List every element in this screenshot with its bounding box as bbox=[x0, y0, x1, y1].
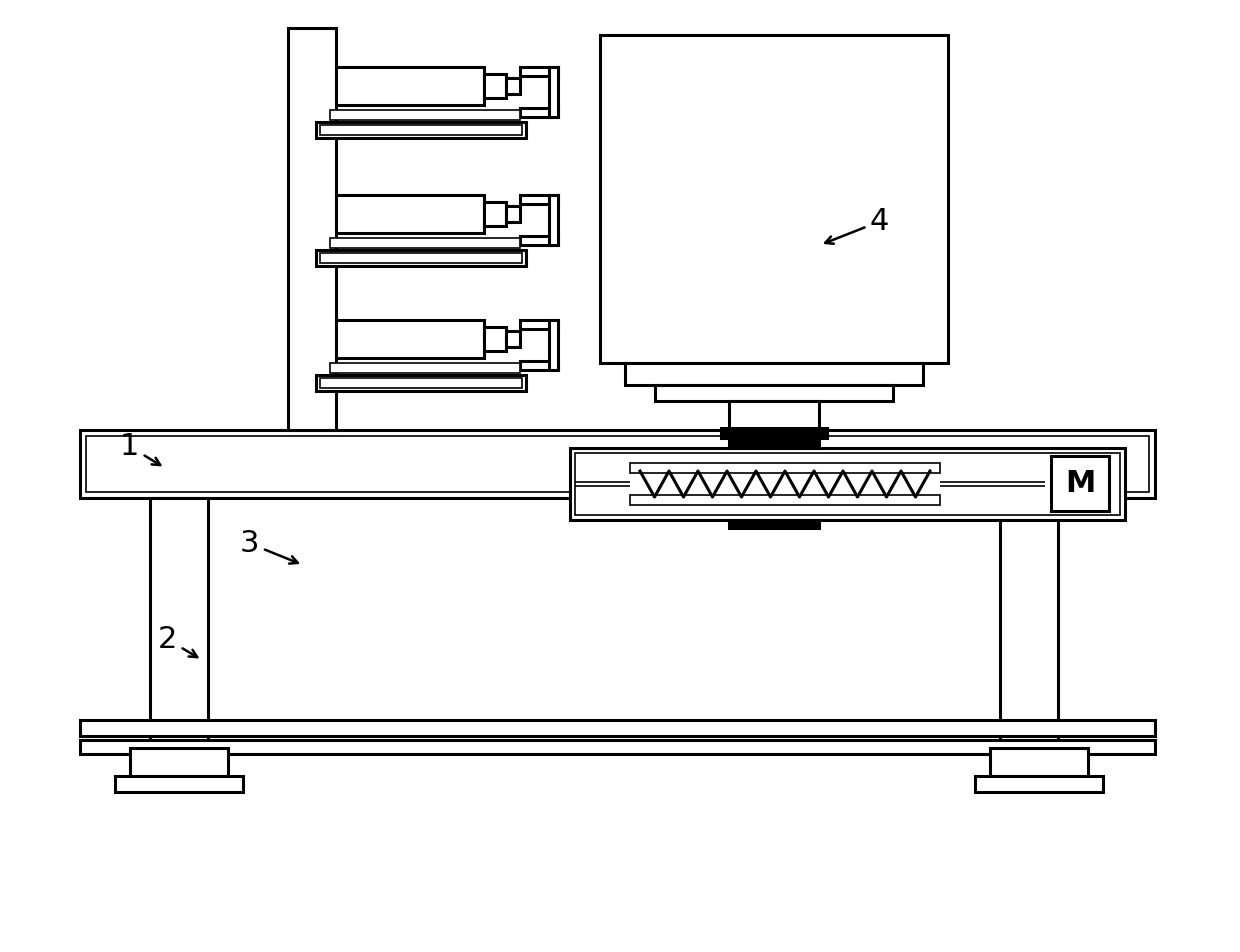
Bar bbox=[729, 520, 818, 528]
Bar bbox=[549, 67, 558, 117]
Bar bbox=[336, 67, 484, 105]
Bar bbox=[630, 495, 940, 505]
Bar bbox=[336, 195, 484, 233]
Bar bbox=[320, 253, 522, 263]
Bar bbox=[484, 327, 506, 351]
Bar bbox=[575, 453, 1120, 515]
Bar bbox=[729, 401, 818, 439]
Bar bbox=[81, 430, 1154, 498]
Bar bbox=[81, 740, 1154, 754]
Bar bbox=[630, 463, 940, 473]
Bar bbox=[320, 378, 522, 388]
Bar bbox=[720, 428, 827, 438]
Text: 3: 3 bbox=[241, 529, 298, 564]
Bar bbox=[81, 720, 1154, 736]
Bar bbox=[316, 375, 526, 391]
Bar bbox=[1052, 456, 1109, 511]
Bar bbox=[320, 125, 522, 135]
Text: M: M bbox=[1065, 469, 1095, 498]
Bar bbox=[655, 385, 893, 401]
Bar bbox=[520, 108, 558, 117]
Bar bbox=[520, 361, 558, 370]
Bar bbox=[600, 35, 949, 363]
Bar bbox=[130, 748, 228, 776]
Bar bbox=[316, 122, 526, 138]
Bar bbox=[288, 28, 336, 430]
Text: 4: 4 bbox=[825, 207, 889, 244]
Bar bbox=[520, 67, 558, 76]
Bar bbox=[975, 776, 1104, 792]
Bar bbox=[330, 238, 520, 248]
Bar bbox=[484, 202, 506, 226]
Bar bbox=[115, 776, 243, 792]
Bar bbox=[999, 498, 1058, 748]
Bar bbox=[570, 448, 1125, 520]
Bar bbox=[484, 74, 506, 98]
Bar bbox=[330, 110, 520, 120]
Bar bbox=[549, 195, 558, 245]
Bar bbox=[330, 363, 520, 373]
Bar bbox=[625, 363, 923, 385]
Bar bbox=[506, 331, 520, 347]
Bar bbox=[150, 498, 208, 748]
Text: 1: 1 bbox=[120, 432, 160, 466]
Text: 2: 2 bbox=[157, 625, 197, 657]
Bar bbox=[336, 320, 484, 358]
Bar bbox=[990, 748, 1087, 776]
Bar bbox=[729, 440, 818, 448]
Bar bbox=[506, 206, 520, 222]
Bar bbox=[86, 436, 1149, 492]
Bar bbox=[520, 195, 558, 204]
Bar bbox=[506, 78, 520, 94]
Bar bbox=[549, 320, 558, 370]
Bar bbox=[520, 320, 558, 329]
Bar bbox=[316, 250, 526, 266]
Bar bbox=[520, 236, 558, 245]
